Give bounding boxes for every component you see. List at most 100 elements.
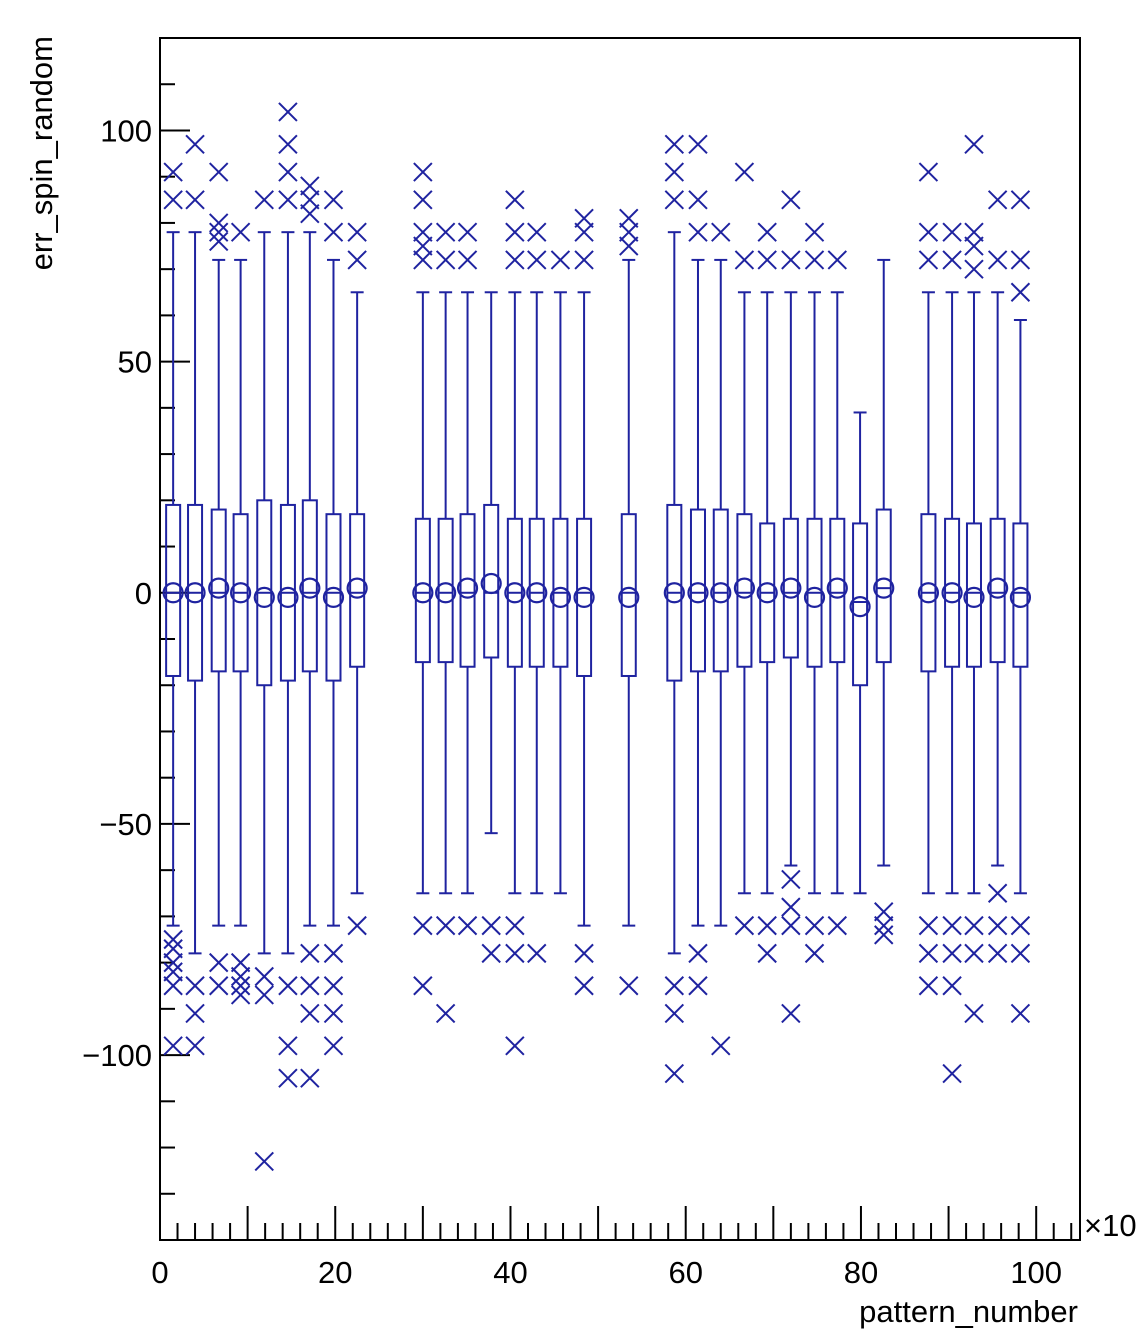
outlier-stroke [987, 883, 1008, 903]
outlier-marker [457, 250, 478, 270]
outlier-marker [185, 134, 205, 155]
box [620, 513, 637, 677]
outlier-stroke [300, 190, 320, 210]
outlier-marker [278, 102, 298, 122]
outlier-marker [254, 985, 274, 1005]
outlier-marker [413, 915, 433, 936]
box [349, 513, 366, 668]
outlier-marker [664, 976, 685, 996]
outlier-stroke [300, 943, 320, 964]
outlier-marker [874, 925, 894, 945]
box-group [917, 162, 940, 996]
outlier-marker [827, 915, 848, 936]
outlier-marker [435, 915, 456, 936]
outlier-marker [413, 976, 433, 996]
box-group [184, 134, 206, 1056]
outlier-marker [804, 943, 825, 964]
outlier-marker [918, 250, 939, 270]
outlier-marker [505, 1036, 525, 1056]
box-group [687, 134, 709, 996]
y-tick-label: 50 [118, 345, 152, 380]
outlier-marker [619, 208, 639, 229]
outlier-marker [505, 222, 525, 242]
box [325, 513, 342, 682]
outlier-stroke [574, 222, 594, 242]
outlier-stroke [574, 208, 594, 229]
outlier-marker [208, 162, 229, 182]
outlier-stroke [457, 250, 478, 270]
mean-marker [526, 582, 548, 604]
box-group [573, 208, 595, 996]
outlier-marker [942, 1063, 962, 1084]
outlier-marker [664, 1063, 685, 1084]
outlier-stroke [300, 176, 320, 196]
mean-marker [849, 596, 871, 618]
outlier-marker [505, 190, 525, 210]
x-axis-title: pattern_number [859, 1294, 1078, 1329]
outlier-marker [1010, 1003, 1031, 1024]
outlier-marker [300, 176, 320, 196]
outlier-stroke [918, 162, 939, 182]
outlier-stroke [413, 250, 433, 270]
outlier-stroke [208, 231, 229, 252]
outlier-marker [781, 869, 801, 890]
outlier-stroke [757, 250, 777, 270]
outlier-marker [163, 939, 183, 959]
outlier-marker [664, 134, 685, 155]
outlier-stroke [163, 190, 183, 210]
outlier-marker [942, 250, 962, 270]
outlier-marker [163, 162, 183, 182]
outlier-stroke [734, 915, 755, 936]
outlier-marker [457, 222, 478, 242]
outlier-stroke [163, 952, 183, 973]
outlier-marker [413, 236, 433, 256]
outlier-marker [323, 1003, 344, 1024]
outlier-marker [435, 1003, 456, 1024]
outlier-stroke [964, 915, 984, 936]
outlier-marker [619, 222, 639, 242]
outlier-stroke [435, 222, 456, 242]
box-group [710, 222, 732, 1056]
outlier-stroke [527, 222, 547, 242]
box-group [1009, 190, 1032, 1024]
mean-marker [230, 582, 252, 604]
outlier-stroke [323, 1036, 344, 1056]
outlier-marker [688, 190, 708, 210]
outlier-marker [323, 1036, 344, 1056]
outlier-stroke [942, 1063, 962, 1084]
axis-ticks [159, 37, 1073, 1241]
outlier-stroke [347, 222, 367, 242]
outlier-stroke [827, 915, 848, 936]
mean-marker [1009, 586, 1032, 608]
outlier-marker [757, 943, 777, 964]
outlier-marker [413, 222, 433, 242]
outlier-stroke [619, 208, 639, 229]
outlier-marker [347, 222, 367, 242]
box [437, 517, 454, 664]
outlier-stroke [688, 222, 708, 242]
mean-marker [941, 582, 963, 604]
mean-marker [322, 586, 345, 608]
outlier-marker [734, 162, 755, 182]
mean-marker [162, 582, 184, 604]
outlier-marker [964, 1003, 984, 1024]
outlier-stroke [230, 966, 251, 987]
outlier-stroke [435, 250, 456, 270]
box [712, 508, 729, 673]
outlier-stroke [505, 1036, 525, 1056]
outlier-marker [874, 915, 894, 936]
outlier-stroke [163, 939, 183, 959]
outlier-stroke [185, 976, 205, 996]
x-tick-label: 60 [668, 1255, 702, 1290]
outlier-stroke [734, 162, 755, 182]
box-group [253, 190, 275, 1172]
box-group [849, 411, 871, 895]
box [210, 508, 227, 673]
mean-marker [253, 586, 275, 608]
outlier-marker [734, 915, 755, 936]
mean-marker [346, 577, 368, 599]
outlier-stroke [619, 222, 639, 242]
box-group [780, 190, 802, 1024]
outlier-marker [278, 162, 298, 182]
